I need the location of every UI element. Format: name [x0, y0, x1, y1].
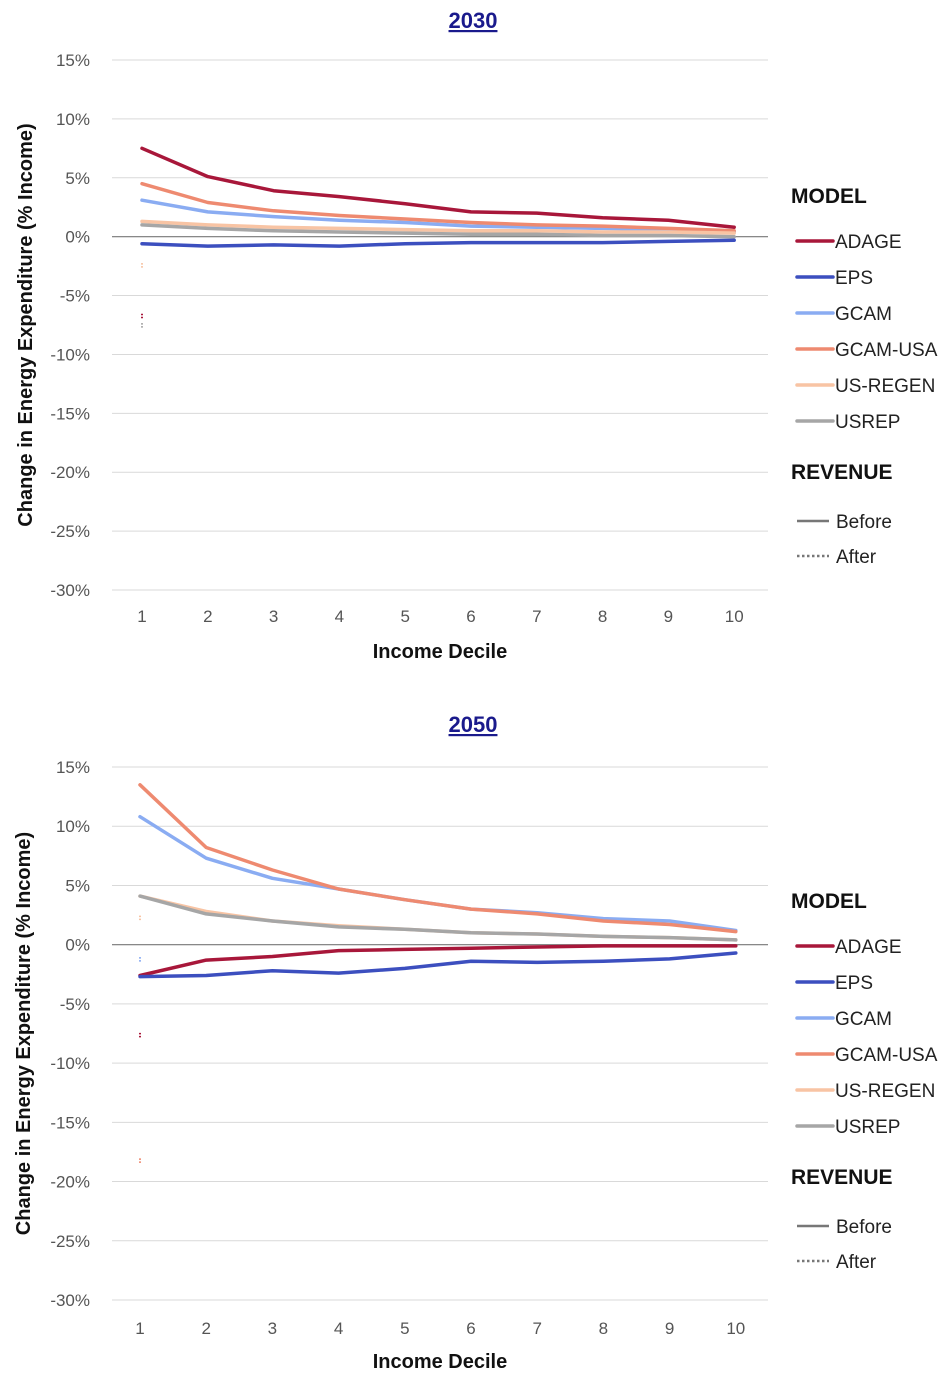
series-line-eps [138, 951, 738, 979]
x-tick-label: 3 [268, 1319, 277, 1338]
y-axis-label: Change in Energy Expenditure (% Income) [13, 832, 35, 1235]
x-tick-label: 5 [400, 1319, 409, 1338]
x-tick-label: 4 [334, 1319, 343, 1338]
legend-item-gcam-usa: GCAM-USA [835, 340, 938, 361]
legend-item-usrep: USREP [835, 1117, 900, 1138]
legend: MODEL ADAGE EPS GCAM GCAM-USA US-REGEN USREP RE… [791, 890, 938, 1273]
legend-item-gcam: GCAM [835, 304, 892, 325]
legend-item-adage: ADAGE [835, 232, 902, 253]
x-tick-label: 7 [532, 1319, 541, 1338]
legend-item-after: After [836, 1252, 877, 1273]
legend-revenue-title: REVENUE [791, 461, 893, 484]
y-tick-label: -15% [50, 1113, 90, 1132]
x-tick-label: 1 [137, 607, 146, 626]
series-line-adage [140, 146, 736, 229]
y-tick-label: -30% [50, 581, 90, 600]
chart-panel-2050: 15% 10% 5% 0% -5% -10% -15% -20% -25% -30% 1 2 3 4 5 6 7… [13, 712, 938, 1373]
x-tick-label: 7 [532, 607, 541, 626]
y-tick-label: -25% [50, 1232, 90, 1251]
y-tick-label: 0% [65, 936, 90, 955]
x-tick-label: 1 [135, 1319, 144, 1338]
legend-model-title: MODEL [791, 185, 867, 208]
x-axis-label: Income Decile [373, 641, 508, 663]
legend-item-us-regen: US-REGEN [835, 376, 935, 397]
x-tick-label: 3 [269, 607, 278, 626]
x-tick-label: 8 [598, 607, 607, 626]
x-tick-label: 6 [466, 1319, 475, 1338]
y-tick-label: 5% [65, 169, 90, 188]
legend-item-gcam-usa: GCAM-USA [835, 1045, 938, 1066]
x-tick-label: 6 [466, 607, 475, 626]
x-tick-label: 4 [335, 607, 344, 626]
y-tick-label: -30% [50, 1291, 90, 1310]
series-line-usrep [138, 894, 738, 942]
y-tick-label: -10% [50, 1054, 90, 1073]
y-tick-label: -10% [50, 345, 90, 364]
legend-revenue-title: REVENUE [791, 1166, 893, 1189]
y-tick-label: 5% [65, 876, 90, 895]
legend-item-adage: ADAGE [835, 937, 902, 958]
legend-item-eps: EPS [835, 268, 873, 289]
y-tick-label: -20% [50, 1173, 90, 1192]
legend-item-after: After [836, 547, 877, 568]
x-tick-label: 9 [664, 607, 673, 626]
y-tick-label: 10% [56, 817, 90, 836]
y-tick-label: 15% [56, 758, 90, 777]
legend-item-eps: EPS [835, 973, 873, 994]
legend-item-before: Before [836, 512, 892, 533]
y-axis-label: Change in Energy Expenditure (% Income) [15, 123, 37, 526]
chart-title: 2030 [449, 8, 498, 33]
x-tick-label: 5 [400, 607, 409, 626]
x-tick-label: 10 [726, 1319, 745, 1338]
chart-panel-2030: 15% 10% 5% 0% -5% -10% -15% -20% -25% -30% 1 2 3 4 5 6 7… [15, 8, 938, 663]
chart-title: 2050 [449, 712, 498, 737]
series-line-adage [138, 944, 738, 978]
x-axis-label: Income Decile [373, 1351, 508, 1373]
y-tick-label: -20% [50, 463, 90, 482]
y-tick-label: 15% [56, 51, 90, 70]
series-line-gcam-usa [140, 181, 736, 233]
y-tick-label: -5% [60, 287, 90, 306]
series-line-gcam-usa [138, 783, 738, 934]
y-tick-label: -5% [60, 995, 90, 1014]
legend-item-before: Before [836, 1217, 892, 1238]
x-tick-label: 2 [203, 607, 212, 626]
x-tick-label: 8 [599, 1319, 608, 1338]
legend: MODEL ADAGE EPS GCAM GCAM-USA US-REGEN USREP RE… [791, 185, 938, 568]
legend-model-title: MODEL [791, 890, 867, 913]
legend-item-us-regen: US-REGEN [835, 1081, 935, 1102]
legend-item-gcam: GCAM [835, 1009, 892, 1030]
series-line-eps [140, 238, 736, 248]
series-line-us-regen [140, 219, 736, 235]
x-tick-label: 9 [665, 1319, 674, 1338]
y-tick-label: -15% [50, 404, 90, 423]
x-tick-label: 2 [201, 1319, 210, 1338]
y-tick-label: 10% [56, 110, 90, 129]
y-tick-label: -25% [50, 522, 90, 541]
legend-item-usrep: USREP [835, 412, 900, 433]
series-line-usrep [140, 223, 736, 239]
x-tick-label: 10 [725, 607, 744, 626]
y-tick-label: 0% [65, 228, 90, 247]
